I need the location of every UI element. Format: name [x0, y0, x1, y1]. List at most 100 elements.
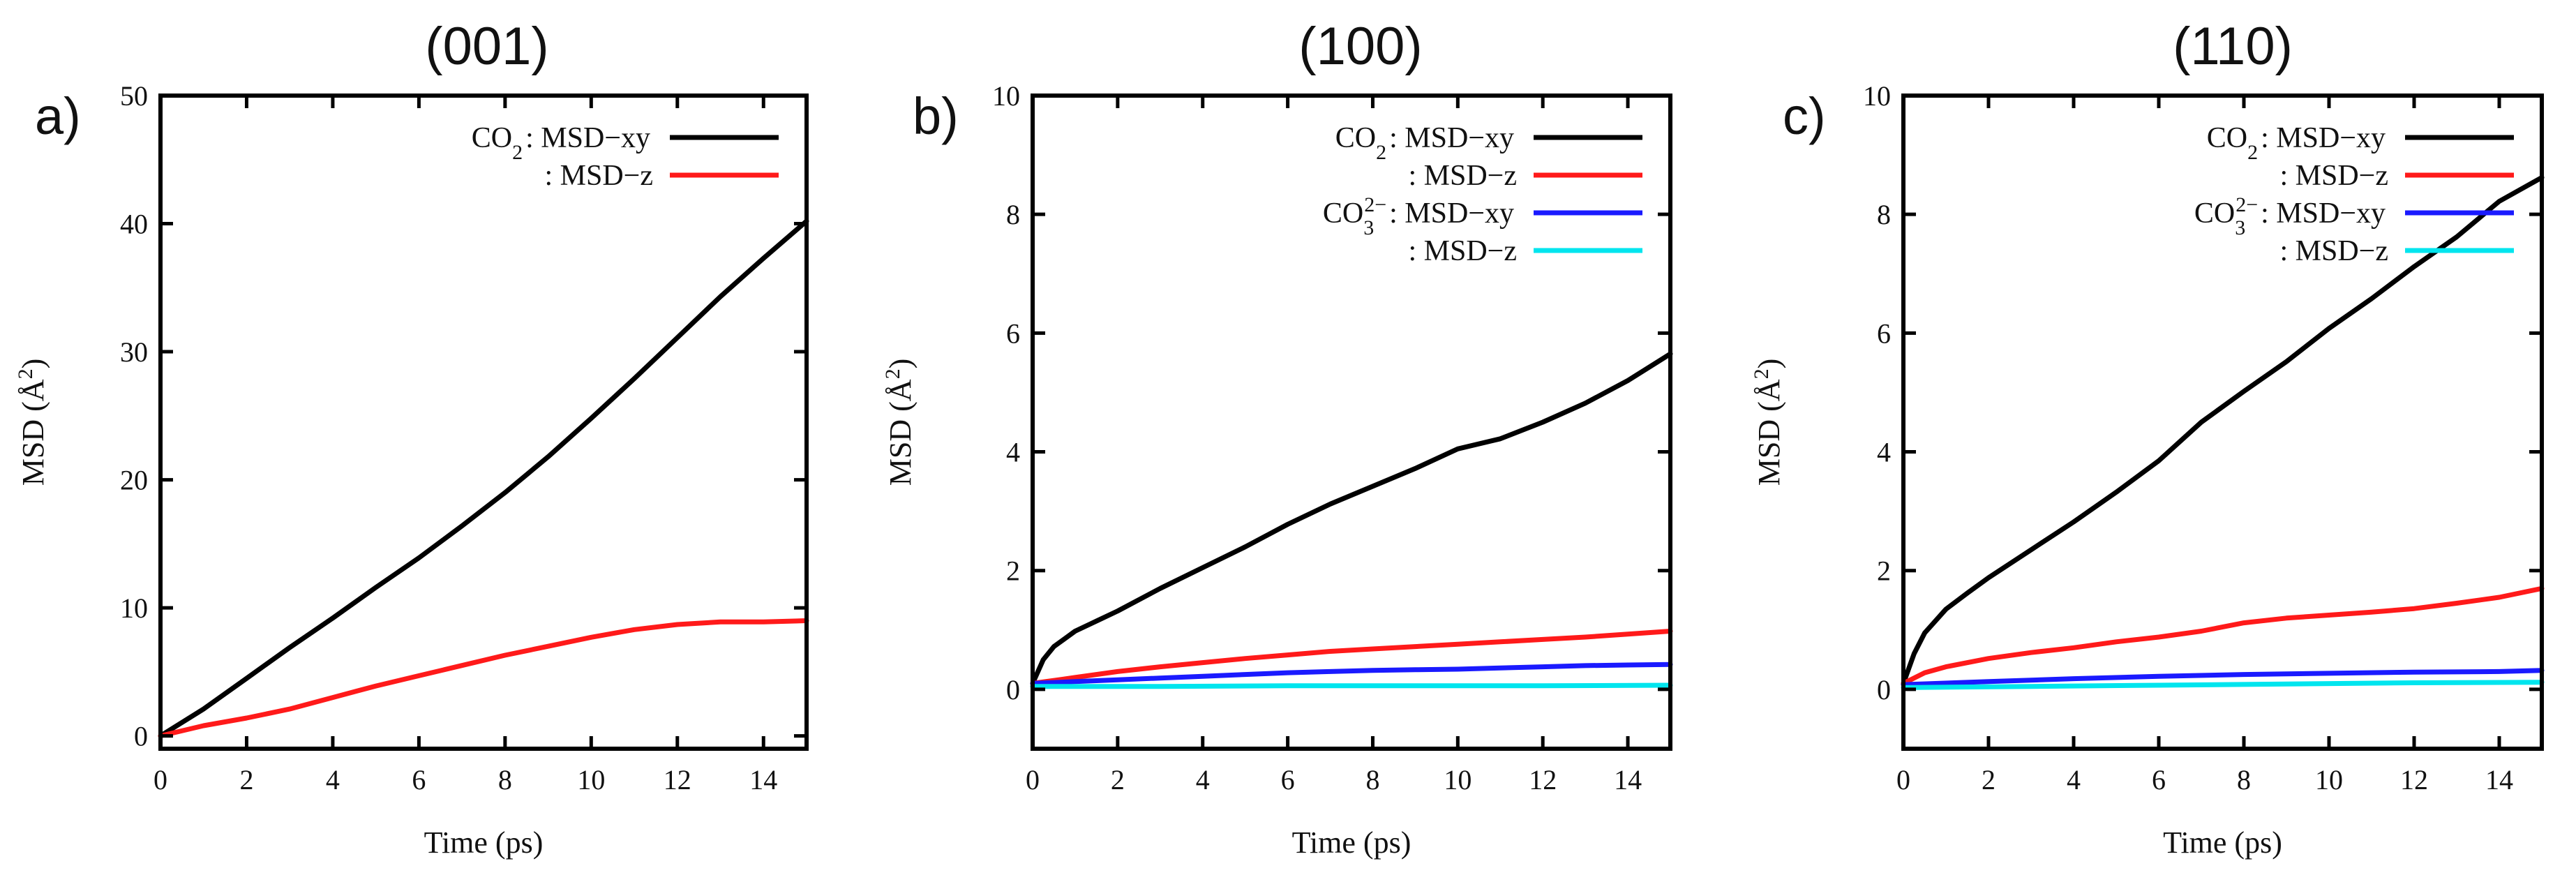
series-line-0 [158, 218, 809, 739]
panel-110: (110) c) 0 2 4 6 8 10 12 14 0 2 4 6 8 10 Time (ps) MSD (Å… [1750, 17, 2545, 860]
legend-entry-1: : MSD−z [1408, 160, 1517, 192]
x-tick-label: 14 [1614, 764, 1642, 795]
x-tick-label: 0 [153, 764, 167, 795]
y-tick-label: 6 [1006, 317, 1020, 349]
legend-label: : MSD−z [1408, 235, 1517, 267]
y-axis-label-suffix: ) [1752, 359, 1786, 369]
legend-label: : MSD−z [1408, 160, 1517, 192]
x-tick-label: 4 [2067, 764, 2081, 795]
series-line-1 [1901, 585, 2545, 686]
y-axis-label-sup: 2 [14, 368, 37, 379]
y-tick-label: 0 [1006, 674, 1020, 705]
legend-species-sup: 2− [2236, 193, 2258, 216]
legend-entry-2: CO32−: MSD−xy [1323, 193, 1514, 239]
y-axis-label-sup: 2 [881, 368, 904, 379]
y-axis-label-unit: Å [16, 379, 50, 401]
y-tick-label: 8 [1877, 199, 1891, 230]
x-tick-label: 14 [749, 764, 777, 795]
legend-species: CO [1323, 197, 1363, 230]
y-axis-label-unit: Å [1752, 379, 1786, 401]
x-tick-label: 4 [326, 764, 340, 795]
x-tick-label: 12 [2400, 764, 2428, 795]
y-tick-label: 40 [120, 209, 148, 240]
legend-entry-0: CO2: MSD−xy [1335, 122, 1514, 164]
legend-species: CO [2194, 197, 2235, 230]
y-tick-label: 4 [1006, 437, 1020, 468]
legend-entry-0: CO2: MSD−xy [472, 122, 650, 164]
y-tick-label: 10 [120, 592, 148, 624]
legend-label: : MSD−xy [2261, 197, 2386, 230]
series-line-0 [1901, 174, 2545, 686]
panel-title: (100) [1298, 17, 1422, 76]
legend-entry-2: CO32−: MSD−xy [2194, 193, 2386, 239]
x-tick-label: 2 [239, 764, 253, 795]
series-line-0 [1030, 351, 1673, 686]
y-tick-label: 6 [1877, 317, 1891, 349]
legend-label: : MSD−z [2279, 235, 2388, 267]
legend-species-sup: 2− [1364, 193, 1386, 216]
y-tick-label: 10 [992, 80, 1020, 112]
y-axis-label-sup: 2 [1750, 368, 1773, 379]
plot-frame [1031, 94, 1672, 751]
legend-label: : MSD−z [2279, 160, 2388, 192]
y-tick-label: 0 [1877, 674, 1891, 705]
x-tick-label: 6 [412, 764, 426, 795]
y-tick-label: 20 [120, 465, 148, 496]
plot-frame [158, 94, 809, 751]
panel-001: (001) a) 0 2 4 6 8 10 12 14 0 10 20 30 40 50 Time (ps) MS… [14, 17, 809, 860]
panel-label: c) [1783, 87, 1826, 145]
panel-100: (100) b) 0 2 4 6 8 10 12 14 0 2 4 6 8 10 Time (ps) MSD (Å… [881, 17, 1673, 860]
x-tick-label: 8 [2237, 764, 2251, 795]
y-axis-label-suffix: ) [16, 359, 50, 369]
y-tick-label: 8 [1006, 199, 1020, 230]
x-axis-label: Time (ps) [2163, 825, 2282, 860]
legend-label: : MSD−xy [1389, 122, 1514, 154]
y-tick-label: 2 [1877, 555, 1891, 587]
x-tick-label: 6 [1281, 764, 1295, 795]
series-line-1 [158, 618, 809, 739]
series-line-2 [1030, 662, 1673, 686]
legend-entry-1: : MSD−z [544, 160, 653, 192]
legend-label: : MSD−z [544, 160, 653, 192]
legend-species-sub: 2 [512, 141, 523, 164]
x-tick-label: 0 [1026, 764, 1040, 795]
x-tick-label: 8 [498, 764, 512, 795]
x-tick-label: 4 [1196, 764, 1210, 795]
y-axis-label-prefix: MSD ( [883, 401, 918, 486]
legend-entry-3: : MSD−z [2279, 235, 2388, 267]
y-axis-label-prefix: MSD ( [16, 401, 50, 486]
series-line-3 [1901, 680, 2545, 690]
y-axis-label: MSD (Å2) [14, 359, 51, 486]
x-tick-label: 8 [1365, 764, 1379, 795]
legend-species: CO [1335, 122, 1376, 154]
panel-label: b) [913, 87, 959, 145]
x-axis-label: Time (ps) [424, 825, 544, 860]
y-tick-label: 10 [1863, 80, 1891, 112]
panel-title: (001) [425, 17, 548, 76]
y-tick-label: 2 [1006, 555, 1020, 587]
legend-species-sub: 3 [1363, 216, 1374, 239]
y-axis-label-prefix: MSD ( [1752, 401, 1786, 486]
x-tick-label: 10 [1444, 764, 1472, 795]
legend-species: CO [472, 122, 512, 154]
legend-species-sub: 3 [2235, 216, 2245, 239]
legend-entry-0: CO2: MSD−xy [2207, 122, 2386, 164]
x-tick-label: 12 [664, 764, 691, 795]
legend-species-sub: 2 [1376, 141, 1386, 164]
x-tick-label: 14 [2485, 764, 2513, 795]
panel-title: (110) [2173, 17, 2293, 76]
y-tick-label: 0 [134, 721, 148, 752]
x-tick-label: 10 [577, 764, 605, 795]
y-axis-label: MSD (Å2) [881, 359, 918, 486]
legend-species-sub: 2 [2247, 141, 2258, 164]
legend-entry-3: : MSD−z [1408, 235, 1517, 267]
y-tick-label: 4 [1877, 437, 1891, 468]
y-tick-label: 30 [120, 336, 148, 368]
y-axis-label: MSD (Å2) [1750, 359, 1787, 486]
series-line-3 [1030, 682, 1673, 689]
x-tick-label: 0 [1896, 764, 1910, 795]
x-tick-label: 2 [1982, 764, 1995, 795]
legend-label: : MSD−xy [1389, 197, 1514, 230]
panel-label: a) [35, 87, 81, 145]
